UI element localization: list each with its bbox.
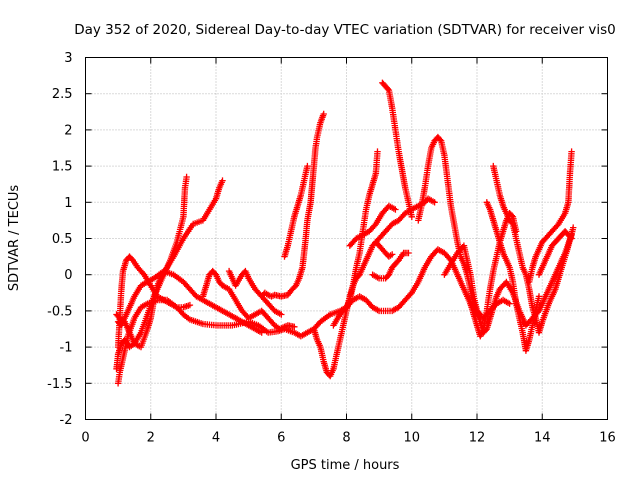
series-arc-11 (343, 148, 381, 311)
y-tick-label: 2 (64, 123, 72, 138)
series-arc-23 (535, 228, 575, 278)
plus-marker-arc-8 (258, 110, 327, 300)
y-tick-label: 0 (64, 268, 72, 283)
y-axis-label: SDTVAR / TECUs (7, 185, 22, 292)
plus-marker-arc-7 (225, 267, 285, 318)
y-tick-label: 1.5 (52, 160, 73, 175)
plot-frame (85, 57, 608, 420)
plus-marker-arc-23 (535, 228, 575, 278)
series-arc-7 (225, 267, 285, 318)
x-tick-label: 0 (81, 431, 89, 446)
y-tick-label: 1 (64, 196, 72, 211)
series-arc-17 (415, 133, 484, 318)
grid (85, 57, 608, 420)
series-arc-13 (346, 202, 399, 249)
series-arc-18 (441, 231, 575, 336)
series-arc-21 (483, 199, 543, 354)
plus-marker-arc-13 (346, 202, 399, 249)
plus-marker-arc-15 (379, 79, 415, 220)
plus-marker-arc-9 (281, 162, 311, 260)
x-tick-label: 16 (599, 431, 616, 446)
series-arc-16 (369, 249, 412, 282)
plus-marker-arc-22 (526, 148, 575, 286)
x-tick-label: 10 (403, 431, 420, 446)
x-tick-label: 12 (469, 431, 486, 446)
y-tick-label: -1 (60, 341, 73, 356)
x-axis-label: GPS time / hours (291, 458, 400, 473)
data-marks (113, 79, 577, 387)
series-arc-22 (526, 148, 575, 286)
x-tick-label: 4 (212, 431, 220, 446)
axis-ticks: 0 2 4 6 8 10 12 14 16 -2 -1.5 -1 -0.5 0 0.5 1 1.5 2 2.5 3 (47, 51, 616, 446)
x-tick-label: 2 (147, 431, 155, 446)
plus-marker-arc-11 (343, 148, 381, 311)
y-tick-label: 3 (64, 51, 72, 66)
chart-title: Day 352 of 2020, Sidereal Day-to-day VTE… (74, 22, 616, 38)
plus-marker-arc-3 (113, 177, 226, 351)
series-arc-8 (258, 110, 327, 300)
plus-marker-arc-21 (483, 199, 543, 354)
x-tick-label: 6 (277, 431, 285, 446)
plus-marker-arc-18 (441, 231, 575, 336)
plus-marker-arc-5 (114, 253, 194, 351)
x-tick-label: 14 (534, 431, 551, 446)
series-arc-6 (199, 267, 298, 333)
plus-marker-arc-17 (415, 133, 484, 318)
plus-marker-arc-16 (369, 249, 412, 282)
series-arc-3 (113, 177, 226, 351)
y-tick-label: -0.5 (47, 304, 72, 319)
y-tick-label: 0.5 (52, 232, 73, 247)
plus-marker-arc-14 (372, 238, 396, 260)
y-tick-label: 2.5 (52, 87, 73, 102)
y-tick-label: -2 (60, 413, 73, 428)
y-tick-label: -1.5 (47, 377, 72, 392)
plus-marker-arc-6 (199, 267, 298, 333)
series-arc-9 (281, 162, 311, 260)
series-arc-14 (372, 238, 396, 260)
x-tick-label: 8 (342, 431, 350, 446)
series-arc-5 (114, 253, 194, 351)
series-arc-15 (379, 79, 415, 220)
